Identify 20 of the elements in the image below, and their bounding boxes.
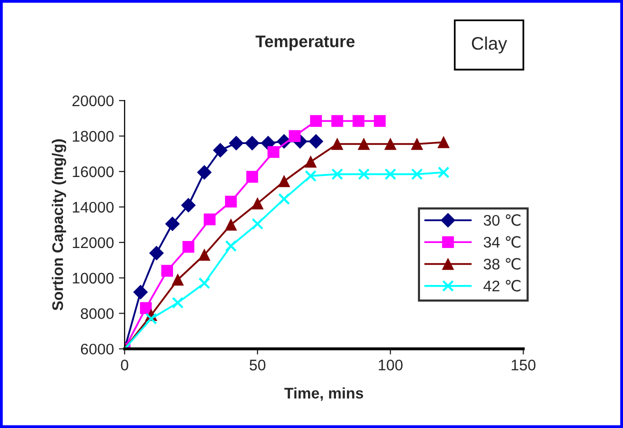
x-tick-label: 100 <box>378 360 403 370</box>
y-tick-label: 6000 <box>80 344 114 355</box>
x-tick-label: 150 <box>512 360 536 370</box>
y-tick-label: 16000 <box>72 166 114 178</box>
legend-label: 42 ℃ <box>483 280 520 292</box>
y-tick-label: 18000 <box>72 130 114 142</box>
x-tick-label: 0 <box>120 360 128 370</box>
legend-label: 34 ℃ <box>484 236 520 248</box>
legend-label: 38 ℃ <box>484 258 520 270</box>
chart-title: Temperature <box>256 36 355 51</box>
text: Clay <box>472 36 508 54</box>
y-tick-label: 10000 <box>72 272 114 284</box>
x-axis-title: Time, mins <box>284 387 364 401</box>
y-tick-label: 14000 <box>72 202 114 213</box>
y-axis-title: Sortion Capacity (mg/g) <box>52 139 66 310</box>
legend-label: 30 ℃ <box>484 214 520 226</box>
x-tick-label: 50 <box>250 360 266 370</box>
y-tick-label: 20000 <box>72 95 114 106</box>
y-tick-label: 8000 <box>80 308 114 320</box>
y-tick-label: 12000 <box>72 237 114 248</box>
